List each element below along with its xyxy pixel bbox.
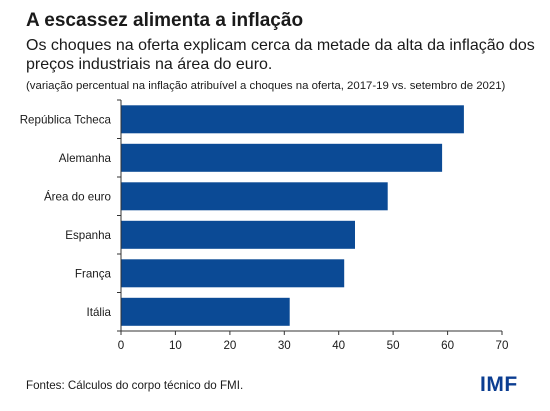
bar <box>121 182 388 211</box>
bar <box>121 105 464 134</box>
bar <box>121 220 355 249</box>
x-tick-label: 20 <box>223 339 236 352</box>
bar <box>121 143 443 172</box>
chart-subtitle: Os choques na oferta explicam cerca da m… <box>26 37 535 73</box>
x-tick-label: 30 <box>278 339 291 352</box>
category-label: França <box>75 267 112 280</box>
x-tick-label: 0 <box>118 339 124 352</box>
bar <box>121 259 345 288</box>
x-tick-label: 60 <box>441 339 454 352</box>
x-tick-label: 10 <box>169 339 182 352</box>
category-label: República Tcheca <box>20 113 112 126</box>
x-tick-label: 40 <box>332 339 345 352</box>
x-tick-label: 50 <box>387 339 400 352</box>
category-label: Área do euro <box>44 190 111 203</box>
x-tick-label: 70 <box>496 339 509 352</box>
bar <box>121 297 290 326</box>
chart-title: A escassez alimenta a inflação <box>26 10 304 31</box>
source-note: Fontes: Cálculos do corpo técnico do FMI… <box>26 379 244 392</box>
chart-note: (variação percentual na inflação atribuí… <box>26 80 506 92</box>
category-label: Itália <box>87 306 112 319</box>
imf-logo: IMF <box>480 373 518 396</box>
category-label: Alemanha <box>59 152 112 165</box>
category-label: Espanha <box>65 229 111 242</box>
